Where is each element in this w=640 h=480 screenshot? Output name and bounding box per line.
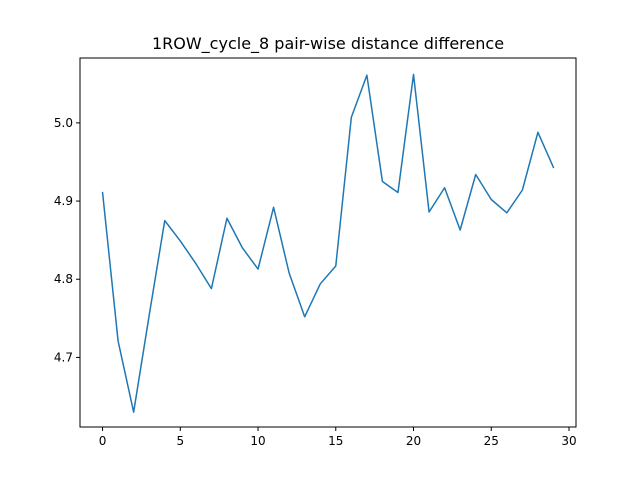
x-tick-label: 5 (176, 434, 184, 448)
series-line (101, 73, 555, 413)
y-tick-label: 5.0 (54, 116, 73, 130)
x-tick-label: 20 (406, 434, 421, 448)
x-tick-label: 25 (484, 434, 499, 448)
axes-frame (79, 57, 577, 428)
y-axis: 4.7 4.8 4.9 5.0 (54, 116, 80, 364)
x-tick-label: 30 (561, 434, 576, 448)
x-tick-label: 10 (250, 434, 265, 448)
y-tick-label: 4.9 (54, 194, 73, 208)
y-tick-label: 4.8 (54, 272, 73, 286)
y-tick-label: 4.7 (54, 350, 73, 364)
x-tick-label: 0 (99, 434, 107, 448)
x-axis: 0 5 10 15 20 25 30 (99, 427, 577, 448)
plot-area: 0 5 10 15 20 25 30 4.7 4.8 4.9 5.0 (54, 57, 577, 448)
x-tick-label: 15 (328, 434, 343, 448)
chart-title: 1ROW_cycle_8 pair-wise distance differen… (152, 34, 504, 54)
data-points (102, 74, 554, 413)
